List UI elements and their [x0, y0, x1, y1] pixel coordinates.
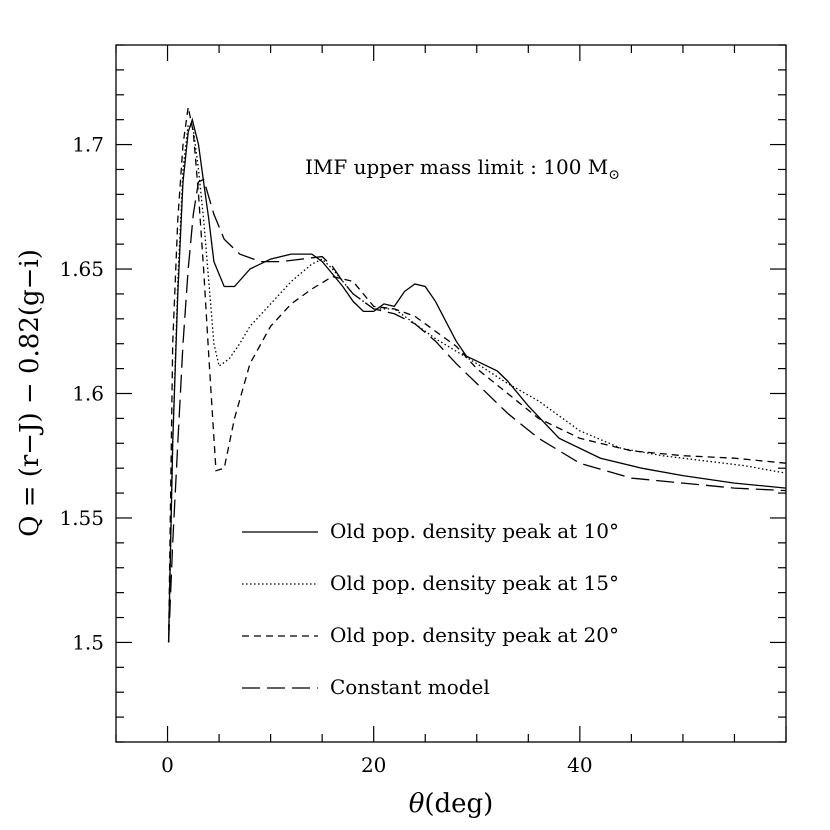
series-line-2	[167, 123, 786, 643]
x-tick-label: 0	[161, 753, 174, 777]
legend-label-1: Old pop. density peak at 10°	[330, 519, 619, 543]
series-group	[167, 107, 786, 643]
y-tick-label: 1.7	[72, 133, 104, 157]
x-axis-title: θ(deg)	[409, 789, 494, 819]
x-tick-label: 20	[361, 753, 386, 777]
y-axis-title: Q = (r−J) − 0.82(g−i)	[15, 249, 45, 537]
y-tick-label: 1.65	[59, 257, 104, 281]
annotation-label: IMF upper mass limit : 100 M⊙	[305, 155, 620, 183]
series-line-4	[167, 178, 786, 643]
y-tick-label: 1.5	[72, 630, 104, 654]
legend-label-3: Old pop. density peak at 20°	[330, 623, 619, 647]
y-tick-label: 1.6	[72, 382, 104, 406]
legend: Old pop. density peak at 10° Old pop. den…	[242, 519, 619, 699]
sun-symbol: ⊙	[608, 167, 620, 183]
series-line-3	[167, 107, 786, 643]
axis-ticks	[115, 44, 787, 743]
x-tick-label: 40	[567, 753, 592, 777]
legend-label-2: Old pop. density peak at 15°	[330, 571, 619, 595]
tick-labels: 0 20 40 1.5 1.55 1.6 1.65 1.7	[59, 133, 592, 777]
legend-label-4: Constant model	[330, 675, 490, 699]
y-tick-label: 1.55	[59, 506, 104, 530]
series-line-1	[167, 117, 786, 643]
